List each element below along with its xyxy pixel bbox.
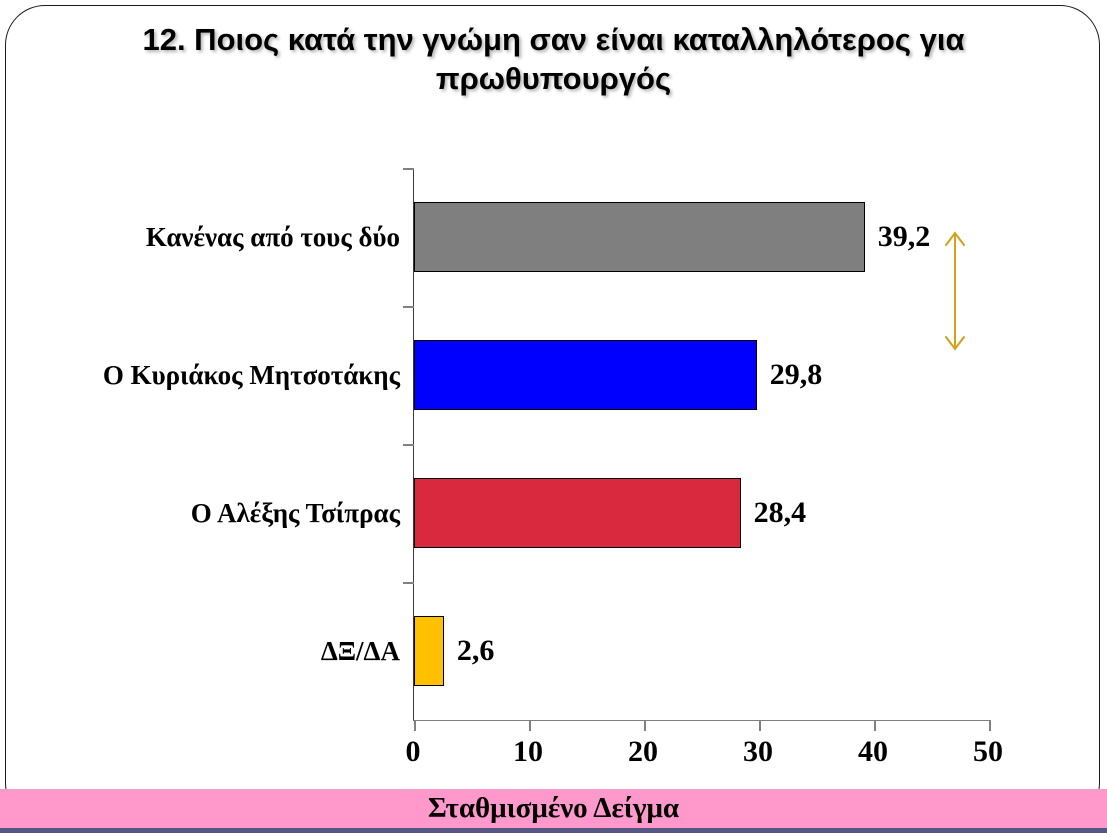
y-axis-tick <box>403 168 414 170</box>
value-label: 2,6 <box>456 634 495 667</box>
footer-band: Σταθμισμένο Δείγμα <box>0 789 1107 828</box>
bar-row: 39,2 <box>403 168 989 306</box>
y-axis-tick <box>403 306 414 308</box>
bar-row: 2,6 <box>403 582 989 720</box>
bar <box>414 478 741 548</box>
category-label: Ο Αλέξης Τσίπρας <box>190 497 400 528</box>
x-axis-tick <box>989 720 991 731</box>
bar-row: 28,4 <box>403 444 989 582</box>
bar-row: 29,8 <box>403 306 989 444</box>
bar <box>414 340 757 410</box>
x-axis-tick-label: 40 <box>858 735 888 768</box>
x-axis-tick <box>529 720 531 731</box>
x-axis-tick-label: 50 <box>973 735 1003 768</box>
x-axis-tick-label: 30 <box>743 735 773 768</box>
x-axis-tick <box>414 720 416 731</box>
value-label: 39,2 <box>877 220 931 253</box>
category-label: Ο Κυριάκος Μητσοτάκης <box>102 359 400 390</box>
bottom-strip <box>0 828 1107 833</box>
x-axis-tick-label: 0 <box>405 735 421 768</box>
value-label: 28,4 <box>753 496 807 529</box>
chart-title: 12. Ποιος κατά την γνώμη σαν είναι καταλ… <box>142 22 965 96</box>
plot-area: 39,2 29,8 28,4 2,6 <box>403 168 991 731</box>
double-arrow-annotation-icon <box>945 231 965 351</box>
x-axis-tick-label: 10 <box>513 735 543 768</box>
x-axis-tick-label: 20 <box>628 735 658 768</box>
category-axis-labels: Κανένας από τους δύο Ο Κυριάκος Μητσοτάκη… <box>0 168 400 720</box>
x-axis-tick <box>644 720 646 731</box>
y-axis-tick <box>403 444 414 446</box>
bar <box>414 202 865 272</box>
category-label: ΔΞ/ΔΑ <box>320 635 400 666</box>
category-label: Κανένας από τους δύο <box>145 221 400 252</box>
bar <box>414 616 444 686</box>
x-axis-tick <box>874 720 876 731</box>
y-axis-tick <box>403 582 414 584</box>
x-axis-tick <box>759 720 761 731</box>
footer-label: Σταθμισμένο Δείγμα <box>427 792 680 824</box>
value-label: 29,8 <box>769 358 823 391</box>
